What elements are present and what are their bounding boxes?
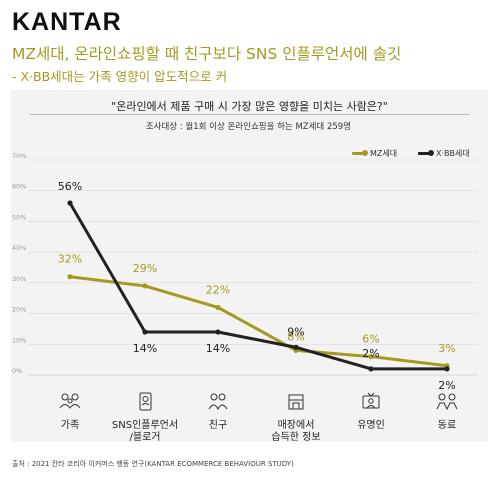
data-point-mz — [67, 274, 73, 280]
y-tick-label: 10% — [12, 336, 26, 344]
subheadline: - X·BB세대는 가족 영향이 압도적으로 커 — [12, 69, 228, 84]
data-point-xbb — [215, 329, 221, 335]
data-label-xbb: 14% — [133, 342, 157, 355]
legend-label-mz: MZ세대 — [370, 149, 398, 158]
data-point-xbb — [444, 366, 450, 372]
data-label-xbb: 14% — [206, 342, 230, 355]
series-line-xbb — [68, 201, 449, 371]
y-tick-label: 70% — [12, 152, 26, 160]
data-label-mz: 6% — [362, 333, 379, 346]
data-point-xbb — [67, 200, 73, 206]
data-point-xbb — [142, 329, 148, 335]
coworkers-icon — [436, 393, 458, 411]
data-point-xbb — [293, 344, 299, 350]
y-tick-label: 40% — [12, 244, 26, 252]
legend-swatch-mz — [352, 150, 368, 156]
category-label: 습득한 정보 — [271, 431, 320, 443]
y-tick-label: 30% — [12, 275, 26, 283]
data-label-mz: 22% — [206, 283, 230, 296]
legend-swatch-xbb — [418, 150, 434, 156]
family-icon — [59, 393, 81, 409]
y-tick-label: 50% — [12, 213, 26, 221]
chart-panel — [11, 90, 488, 442]
influencer-phone-icon — [139, 392, 152, 411]
data-point-mz — [215, 304, 221, 311]
data-label-xbb: 2% — [362, 347, 379, 360]
data-label-mz: 32% — [58, 253, 82, 266]
category-label: 매장에서 — [278, 419, 315, 431]
series-line-mz — [68, 275, 449, 368]
data-label-xbb: 9% — [287, 325, 304, 338]
question-title: "온라인에서 제품 구매 시 가장 많은 영향을 미치는 사람은?" — [111, 100, 388, 113]
data-label-xbb: 2% — [438, 379, 455, 392]
y-tick-label: 0% — [12, 367, 22, 375]
category-label: /블로거 — [130, 431, 161, 443]
category-label: SNS인플루언서 — [112, 419, 178, 431]
celebrity-tv-icon — [362, 392, 380, 409]
headline: MZ세대, 온라인쇼핑할 때 친구보다 SNS 인플루언서에 솔깃 — [12, 45, 402, 63]
legend-item-mz: MZ세대 — [352, 148, 397, 159]
source-note: 출처 : 2021 칸타 코리아 이커머스 행동 연구(KANTAR ECOMM… — [12, 460, 294, 468]
kantar-logo: KANTAR — [12, 8, 122, 36]
friends-icon — [208, 393, 228, 411]
survey-note: 조사대상 : 월1회 이상 온라인쇼핑을 하는 MZ세대 259명 — [145, 122, 351, 132]
data-point-mz — [142, 283, 148, 289]
data-label-mz: 29% — [133, 262, 157, 275]
category-label: 친구 — [209, 419, 227, 431]
title-divider — [30, 114, 470, 115]
category-label: 가족 — [61, 419, 79, 431]
data-point-xbb — [368, 366, 374, 372]
category-label: 동료 — [438, 419, 456, 431]
legend-label-xbb: X·BB세대 — [436, 149, 470, 158]
data-label-xbb: 56% — [58, 180, 82, 193]
y-tick-label: 20% — [12, 306, 26, 314]
category-label: 유명인 — [357, 419, 385, 431]
data-point-mz — [368, 353, 374, 360]
y-tick-label: 60% — [12, 183, 26, 191]
store-staff-icon — [288, 394, 304, 410]
data-label-mz: 8% — [287, 330, 304, 343]
data-label-mz: 3% — [438, 342, 455, 355]
legend-item-xbb: X·BB세대 — [418, 148, 470, 159]
